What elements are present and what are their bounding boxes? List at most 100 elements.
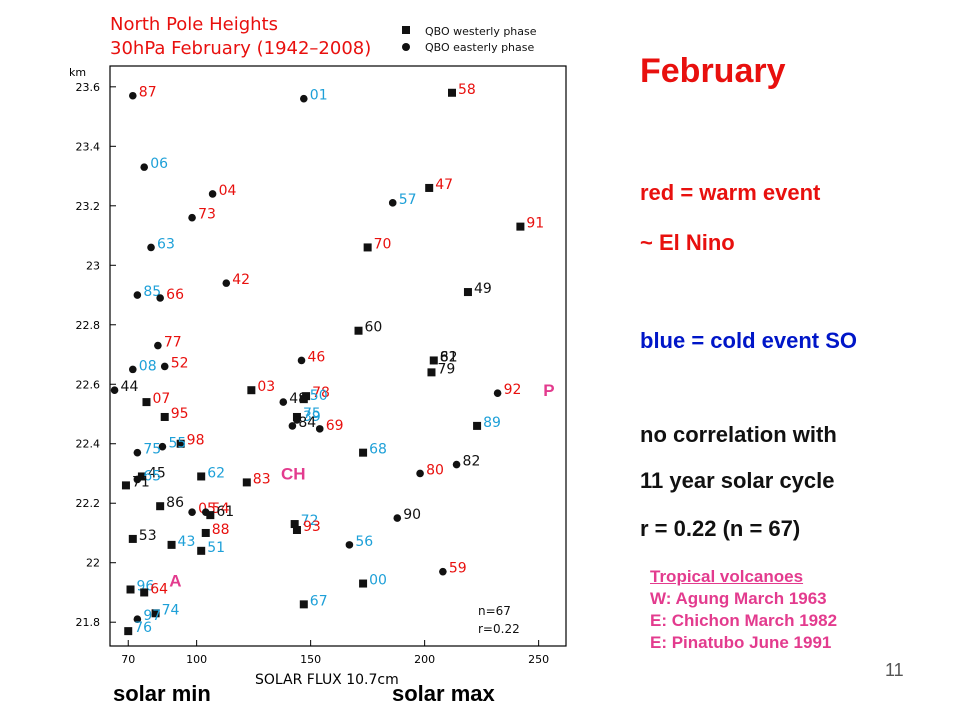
point-label-07: 07 bbox=[152, 391, 170, 407]
point-label-45: 45 bbox=[148, 465, 166, 481]
annotations: P CH A bbox=[169, 381, 554, 590]
point-label-08: 08 bbox=[139, 358, 157, 374]
point-marker-square bbox=[448, 88, 456, 97]
point-label-00: 00 bbox=[369, 573, 387, 589]
point-marker-square bbox=[156, 502, 165, 511]
point-marker-circle bbox=[300, 94, 308, 103]
point-marker-square bbox=[206, 511, 215, 520]
point-label-79: 79 bbox=[437, 361, 455, 377]
point-label-75: 75 bbox=[143, 442, 161, 458]
point-marker-circle bbox=[133, 615, 142, 624]
point-label-49: 49 bbox=[474, 281, 492, 297]
x-tick-label: 200 bbox=[414, 653, 435, 666]
point-label-95: 95 bbox=[171, 406, 189, 422]
point-marker-square bbox=[425, 183, 434, 192]
stats-n: n=67 bbox=[478, 604, 511, 618]
legend-blue-line: blue = cold event SO bbox=[640, 328, 858, 353]
point-label-56: 56 bbox=[355, 534, 373, 550]
point-marker-circle bbox=[129, 91, 137, 100]
legend-red-line1: red = warm event bbox=[640, 180, 821, 205]
chart-title-line1: North Pole Heights bbox=[110, 14, 278, 35]
point-label-63: 63 bbox=[157, 236, 175, 252]
point-label-80: 80 bbox=[426, 462, 444, 478]
volcano-line-agung: W: Agung March 1963 bbox=[650, 589, 827, 608]
point-marker-circle bbox=[158, 442, 167, 451]
point-label-66: 66 bbox=[166, 287, 184, 303]
point-marker-circle bbox=[345, 541, 354, 549]
point-marker-square bbox=[473, 421, 482, 430]
point-label-86: 86 bbox=[166, 495, 184, 511]
point-label-62: 62 bbox=[440, 349, 458, 365]
point-marker-square bbox=[128, 534, 137, 543]
point-marker-circle bbox=[154, 341, 162, 350]
point-marker-circle bbox=[222, 279, 231, 287]
plot-frame bbox=[109, 65, 567, 647]
point-label-50: 50 bbox=[310, 388, 328, 404]
point-marker-square bbox=[160, 412, 169, 421]
point-label-58: 58 bbox=[458, 82, 476, 98]
point-label-03: 03 bbox=[257, 379, 275, 395]
correlation-line2: 11 year solar cycle bbox=[640, 468, 835, 493]
solar-min-label: solar min bbox=[113, 681, 211, 706]
point-marker-square bbox=[299, 395, 308, 404]
point-label-61: 61 bbox=[216, 504, 234, 520]
point-marker-square bbox=[247, 386, 256, 395]
y-axis-label: km bbox=[69, 66, 86, 79]
point-marker-circle bbox=[208, 190, 217, 198]
point-marker-circle bbox=[288, 422, 297, 430]
x-tick-label: 250 bbox=[528, 653, 549, 666]
y-tick-label: 21.8 bbox=[76, 616, 101, 629]
point-label-39: 39 bbox=[303, 409, 321, 425]
point-label-84: 84 bbox=[298, 415, 316, 431]
point-label-47: 47 bbox=[435, 177, 453, 193]
point-marker-square bbox=[140, 588, 149, 597]
point-label-62: 62 bbox=[207, 465, 225, 481]
point-label-73: 73 bbox=[198, 207, 216, 223]
data-points: 87 01 58 06 04 47 57 73 91 63 70 42 49 85 66 60 77 46 52 08… bbox=[110, 82, 544, 636]
point-label-44: 44 bbox=[121, 379, 139, 395]
point-label-72: 72 bbox=[301, 513, 319, 529]
legend-circle-marker bbox=[402, 43, 410, 51]
volcano-note: Tropical volcanoes W: Agung March 1963 E… bbox=[650, 566, 837, 654]
point-label-46: 46 bbox=[308, 349, 326, 365]
point-label-81: 81 bbox=[440, 349, 458, 365]
y-tick-label: 22.6 bbox=[76, 378, 101, 391]
point-marker-circle bbox=[439, 567, 447, 576]
point-marker-square bbox=[142, 398, 151, 407]
point-marker-circle bbox=[279, 398, 288, 406]
volcano-line-pinatubo: E: Pinatubo June 1991 bbox=[650, 633, 832, 652]
point-marker-square bbox=[151, 609, 160, 618]
point-marker-circle bbox=[160, 362, 169, 371]
point-label-60: 60 bbox=[365, 320, 383, 336]
x-axis-label: SOLAR FLUX 10.7cm bbox=[255, 672, 399, 688]
point-marker-circle bbox=[110, 386, 119, 395]
point-marker-square bbox=[137, 472, 146, 481]
point-marker-circle bbox=[416, 469, 424, 478]
volcano-title: Tropical volcanoes bbox=[650, 567, 804, 586]
point-label-42: 42 bbox=[232, 272, 250, 288]
point-marker-circle bbox=[147, 243, 155, 252]
point-label-77: 77 bbox=[164, 335, 182, 351]
legend-easterly-label: QBO easterly phase bbox=[425, 41, 534, 54]
y-tick-label: 23.2 bbox=[76, 200, 101, 213]
legend-square-marker bbox=[402, 26, 410, 34]
point-marker-circle bbox=[133, 475, 142, 484]
point-marker-circle bbox=[452, 460, 461, 469]
chart-title-line2: 30hPa February (1942–2008) bbox=[110, 38, 371, 59]
solar-max-label: solar max bbox=[392, 681, 495, 706]
point-marker-circle bbox=[188, 213, 196, 222]
volcano-line-chichon: E: Chichon March 1982 bbox=[650, 611, 838, 630]
annotation-ch: CH bbox=[281, 464, 306, 483]
point-label-51: 51 bbox=[207, 540, 225, 556]
point-marker-square bbox=[363, 243, 372, 252]
annotation-p: P bbox=[543, 381, 554, 400]
point-label-53: 53 bbox=[139, 528, 157, 544]
legend-westerly-label: QBO westerly phase bbox=[425, 25, 537, 38]
point-label-06: 06 bbox=[150, 156, 168, 172]
point-label-92: 92 bbox=[504, 382, 522, 398]
point-marker-circle bbox=[188, 508, 196, 516]
point-label-75: 75 bbox=[303, 406, 321, 422]
annotation-a: A bbox=[169, 572, 181, 591]
y-tick-label: 23.4 bbox=[76, 140, 101, 153]
point-label-55: 55 bbox=[168, 436, 186, 452]
